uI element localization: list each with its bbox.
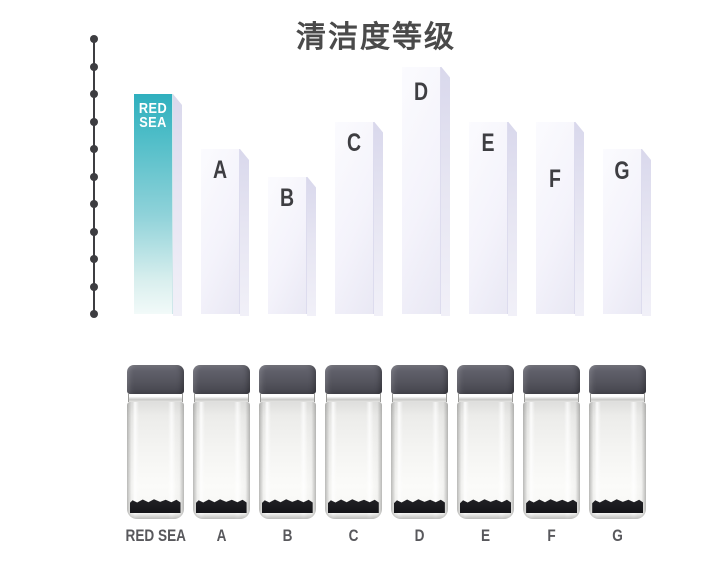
bottle-b: B bbox=[258, 365, 317, 550]
bottle-label-g: G bbox=[612, 526, 623, 545]
bar-front-face bbox=[536, 121, 575, 314]
bottle-label-c: C bbox=[348, 526, 359, 545]
chart-title: 清洁度等级 bbox=[296, 21, 456, 54]
bar-f: F bbox=[536, 121, 584, 316]
bottle-label-red-sea: RED SEA bbox=[125, 526, 186, 545]
bar-front-face bbox=[201, 149, 240, 314]
bar-side-face bbox=[441, 66, 450, 316]
sediment bbox=[195, 499, 247, 513]
bottle-c: C bbox=[324, 365, 383, 550]
bottle-body bbox=[192, 402, 250, 519]
bar-front-face bbox=[134, 94, 173, 314]
bottle-body bbox=[126, 402, 184, 519]
bottle-cap bbox=[390, 365, 448, 394]
bar-front-face bbox=[335, 121, 374, 314]
bottle-e: E bbox=[456, 365, 515, 550]
y-axis-tick-dot bbox=[90, 62, 98, 71]
bottle-red-sea: RED SEA bbox=[125, 365, 186, 550]
y-axis-tick-dot bbox=[90, 282, 98, 291]
sediment bbox=[393, 499, 445, 513]
bottle-label-a: A bbox=[216, 526, 227, 545]
bar-label-c: C bbox=[346, 128, 362, 157]
bar-front-face bbox=[402, 66, 441, 314]
bar-e: E bbox=[469, 121, 517, 316]
bottle-label-d: D bbox=[414, 526, 425, 545]
sediment bbox=[129, 499, 181, 513]
bar-side-face bbox=[508, 121, 517, 316]
bottle-body bbox=[324, 402, 382, 519]
bar-label-e: E bbox=[481, 128, 495, 157]
bar-label-a: A bbox=[212, 156, 228, 184]
bar-c: C bbox=[335, 121, 383, 316]
y-axis-tick-dot bbox=[90, 227, 98, 236]
bottle-a: A bbox=[192, 365, 251, 550]
bottle-neck bbox=[325, 394, 381, 402]
bar-front-face bbox=[268, 176, 307, 314]
bottle-neck bbox=[193, 394, 249, 402]
bottle-body bbox=[258, 402, 316, 519]
bottle-d: D bbox=[390, 365, 449, 550]
bottle-g: G bbox=[588, 365, 647, 550]
bottle-label-e: E bbox=[480, 526, 491, 545]
bar-front-face bbox=[603, 149, 642, 314]
bottle-cap bbox=[523, 365, 581, 394]
bottle-f: F bbox=[522, 365, 581, 550]
bar-side-face bbox=[307, 176, 316, 316]
bar-label-g: G bbox=[614, 157, 630, 185]
bar-side-face bbox=[374, 121, 383, 316]
bar-b: B bbox=[268, 176, 316, 316]
y-axis-tick-dot bbox=[90, 255, 98, 263]
bottle-body bbox=[390, 402, 448, 519]
sediment bbox=[526, 499, 578, 513]
y-axis-tick-dot bbox=[90, 117, 98, 126]
bottle-cap bbox=[126, 365, 184, 394]
bottle-neck bbox=[524, 394, 580, 402]
bottle-cap bbox=[192, 365, 250, 394]
bottle-body bbox=[457, 402, 514, 519]
bottle-label-b: B bbox=[282, 526, 293, 545]
bar-label-red-sea: RED SEA bbox=[138, 100, 168, 131]
bottle-label-f: F bbox=[547, 526, 556, 545]
sediment bbox=[327, 499, 379, 513]
bar-side-face bbox=[240, 149, 249, 316]
y-axis-tick-dot bbox=[90, 90, 98, 98]
bar-label-d: D bbox=[413, 77, 429, 106]
bottle-neck bbox=[259, 394, 315, 402]
bottle-neck bbox=[458, 394, 513, 402]
bottle-neck bbox=[391, 394, 447, 402]
sediment bbox=[261, 499, 313, 513]
bottle-cap bbox=[457, 365, 514, 394]
bar-red-sea: RED SEA bbox=[134, 94, 182, 316]
bottle-cap bbox=[324, 365, 382, 394]
bar-d: D bbox=[402, 66, 450, 316]
bar-g: G bbox=[603, 149, 651, 316]
y-axis-tick-dot bbox=[90, 145, 98, 153]
sediment bbox=[592, 499, 644, 513]
bar-a: A bbox=[201, 149, 249, 316]
bottle-neck bbox=[590, 394, 646, 402]
bar-label-f: F bbox=[549, 164, 561, 193]
bar-side-face bbox=[575, 121, 584, 316]
bottle-body bbox=[589, 402, 647, 519]
bar-label-b: B bbox=[279, 183, 295, 212]
y-axis-tick-dot bbox=[90, 172, 98, 181]
y-axis-tick-dot bbox=[90, 35, 98, 43]
bottle-neck bbox=[127, 394, 183, 402]
bar-front-face bbox=[469, 121, 508, 314]
sediment bbox=[460, 499, 511, 513]
bottle-cap bbox=[258, 365, 316, 394]
bottle-body bbox=[523, 402, 581, 519]
bottle-cap bbox=[589, 365, 647, 394]
bar-side-face bbox=[642, 149, 651, 316]
y-axis-tick-dot bbox=[90, 310, 98, 318]
y-axis-tick-dot bbox=[90, 200, 98, 208]
bar-side-face bbox=[173, 94, 182, 316]
